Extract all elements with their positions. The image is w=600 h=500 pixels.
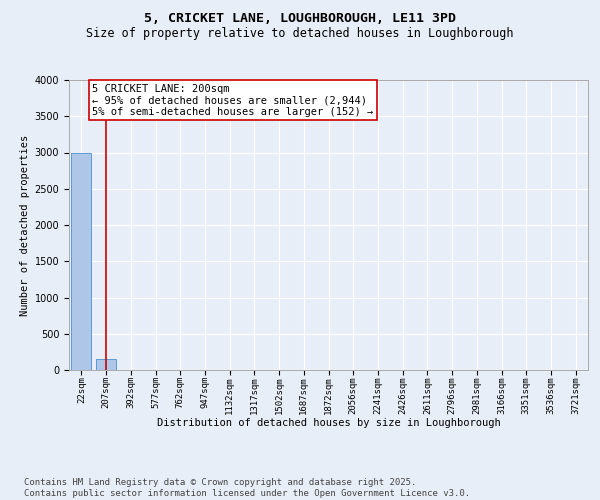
X-axis label: Distribution of detached houses by size in Loughborough: Distribution of detached houses by size … [157, 418, 500, 428]
Y-axis label: Number of detached properties: Number of detached properties [20, 134, 31, 316]
Text: Contains HM Land Registry data © Crown copyright and database right 2025.
Contai: Contains HM Land Registry data © Crown c… [24, 478, 470, 498]
Text: 5 CRICKET LANE: 200sqm
← 95% of detached houses are smaller (2,944)
5% of semi-d: 5 CRICKET LANE: 200sqm ← 95% of detached… [92, 84, 374, 117]
Text: Size of property relative to detached houses in Loughborough: Size of property relative to detached ho… [86, 28, 514, 40]
Bar [96, 359, 116, 370]
Bar [71, 152, 91, 370]
Text: 5, CRICKET LANE, LOUGHBOROUGH, LE11 3PD: 5, CRICKET LANE, LOUGHBOROUGH, LE11 3PD [144, 12, 456, 26]
